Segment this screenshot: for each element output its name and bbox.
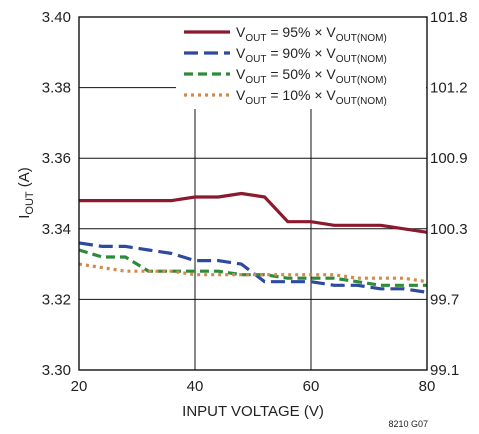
right-tick-labels: 99.1 99.7 100.3 100.9 101.2 101.8 bbox=[430, 9, 468, 379]
x-axis-title: INPUT VOLTAGE (V) bbox=[182, 403, 324, 420]
x-tick-label: 80 bbox=[419, 378, 436, 395]
y-tick-label: 3.36 bbox=[42, 150, 71, 167]
legend-label-3: VOUT = 50% × VOUT(NOM) bbox=[236, 66, 387, 86]
legend: VOUT = 95% × VOUT(NOM)VOUT = 90% × VOUT(… bbox=[184, 24, 387, 107]
y-tick-label: 3.38 bbox=[42, 80, 71, 97]
x-tick-label: 20 bbox=[71, 378, 88, 395]
series-line-4 bbox=[78, 262, 428, 284]
legend-label-2: VOUT = 90% × VOUT(NOM) bbox=[236, 45, 387, 65]
series-group bbox=[78, 191, 428, 294]
y-axis-title: IOUT (A) bbox=[16, 167, 36, 219]
y-axis-title-unit: (A) bbox=[16, 167, 33, 191]
y-axis-title-sub: OUT bbox=[24, 191, 36, 215]
right-tick-label: 100.9 bbox=[430, 150, 468, 167]
y-tick-label: 3.32 bbox=[42, 291, 71, 308]
y-tick-label: 3.30 bbox=[42, 362, 71, 379]
x-tick-label: 60 bbox=[303, 378, 320, 395]
right-tick-label: 99.7 bbox=[430, 291, 459, 308]
series-line-1 bbox=[79, 191, 428, 234]
y-axis-title-main: I bbox=[16, 215, 33, 219]
legend-label-4: VOUT = 10% × VOUT(NOM) bbox=[236, 87, 387, 107]
y-tick-label: 3.34 bbox=[42, 221, 71, 238]
figure-code: 8210 G07 bbox=[388, 419, 428, 429]
right-tick-label: 99.1 bbox=[430, 362, 459, 379]
series-line-2 bbox=[78, 241, 428, 294]
series-line-3 bbox=[78, 248, 427, 287]
x-tick-label: 40 bbox=[187, 378, 204, 395]
y-tick-label: 3.40 bbox=[42, 9, 71, 26]
legend-label-1: VOUT = 95% × VOUT(NOM) bbox=[236, 24, 387, 44]
y-tick-labels: 3.30 3.32 3.34 3.36 3.38 3.40 bbox=[42, 9, 71, 379]
right-tick-label: 101.8 bbox=[430, 9, 468, 26]
x-tick-labels: 20 40 60 80 bbox=[71, 378, 436, 395]
right-tick-label: 100.3 bbox=[430, 221, 468, 238]
right-tick-label: 101.2 bbox=[430, 80, 468, 97]
plot-frame bbox=[78, 16, 428, 371]
